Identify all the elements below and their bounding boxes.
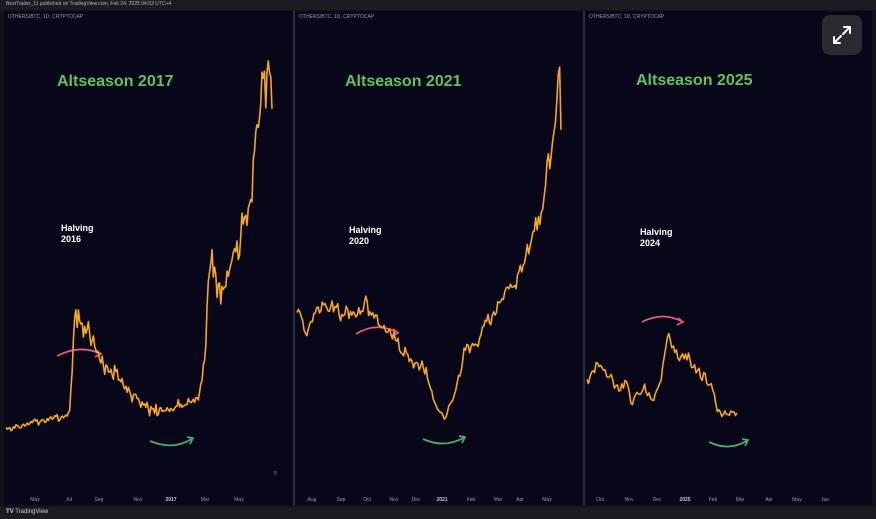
x-tick-label: May bbox=[792, 497, 802, 503]
symbol-label: OTHERS/BTC, 1D, CRYPTOCAP bbox=[589, 14, 665, 20]
x-tick-label: 2025 bbox=[679, 497, 690, 503]
chart-svg: Aug Sep Oct Nov Dec 2021 Feb Mar Apr May bbox=[296, 66, 562, 503]
x-axis-ticks: Oct Nov Dec 2025 Feb Mar Apr May Jun bbox=[596, 497, 829, 503]
pink-arrow bbox=[355, 326, 399, 335]
price-series-line bbox=[586, 332, 738, 418]
price-series-line bbox=[5, 60, 273, 432]
x-tick-label: Mar bbox=[494, 497, 503, 503]
x-axis-ticks: Aug Sep Oct Nov Dec 2021 Feb Mar Apr May bbox=[308, 497, 553, 503]
x-tick-label: 2017 bbox=[165, 497, 176, 503]
expand-button[interactable] bbox=[822, 15, 862, 55]
x-tick-label: Nov bbox=[390, 497, 399, 503]
symbol-label: OTHERS/BTC, 1D, CRYPTOCAP bbox=[299, 14, 375, 20]
green-arrow bbox=[422, 436, 466, 445]
axis-corner-label: 0 bbox=[274, 471, 277, 477]
publish-header: BestTrader_11 published on TradingView.c… bbox=[0, 0, 876, 10]
expand-arrows-icon bbox=[833, 26, 851, 44]
halving-annotation: Halving 2016 bbox=[61, 223, 94, 245]
chart-panel-2025: OTHERS/BTC, 1D, CRYPTOCAP Altseason 2025… bbox=[585, 11, 872, 505]
halving-annotation: Halving 2024 bbox=[640, 227, 673, 249]
x-tick-label: Oct bbox=[596, 497, 604, 503]
x-tick-label: May bbox=[30, 497, 40, 503]
halving-label: Halving bbox=[640, 227, 673, 237]
x-tick-label: Sep bbox=[337, 497, 346, 503]
green-arrow-head bbox=[186, 436, 195, 445]
x-tick-label: Feb bbox=[709, 497, 718, 503]
pink-arrow bbox=[56, 348, 102, 357]
pink-arrow-head bbox=[676, 317, 685, 326]
tradingview-footer: TV TradingView bbox=[0, 507, 876, 519]
x-tick-label: May bbox=[234, 497, 244, 503]
x-tick-label: Apr bbox=[765, 497, 773, 503]
x-tick-label: Aug bbox=[308, 497, 317, 503]
halving-year: 2016 bbox=[61, 234, 82, 244]
panel-divider bbox=[583, 11, 585, 505]
chart-title: Altseason 2021 bbox=[345, 73, 462, 90]
price-series-line bbox=[296, 66, 562, 421]
halving-year: 2024 bbox=[640, 238, 661, 248]
chart-panel-2021: OTHERS/BTC, 1D, CRYPTOCAP Altseason 2021… bbox=[295, 11, 583, 505]
x-tick-label: Jul bbox=[66, 497, 72, 503]
green-arrow-head bbox=[458, 435, 467, 444]
chart-svg: May Jul Sep Nov 2017 Mar May 0 bbox=[5, 60, 277, 503]
tradingview-logo: TV TradingView bbox=[6, 509, 48, 515]
x-tick-label: Dec bbox=[412, 497, 421, 503]
logo-mark: TV bbox=[6, 509, 14, 515]
halving-label: Halving bbox=[61, 223, 94, 233]
x-axis-ticks: May Jul Sep Nov 2017 Mar May bbox=[30, 497, 244, 503]
halving-label: Halving bbox=[349, 225, 382, 235]
chart-title: Altseason 2025 bbox=[636, 72, 753, 89]
halving-year: 2020 bbox=[349, 236, 370, 246]
pink-arrow-head bbox=[94, 349, 103, 358]
x-tick-label: Nov bbox=[625, 497, 634, 503]
x-tick-label: Mar bbox=[201, 497, 210, 503]
chart-panel-2017: OTHERS/BTC, 1D, CRYPTOCAP Altseason 2017… bbox=[4, 11, 293, 505]
x-tick-label: Mar bbox=[736, 497, 745, 503]
x-tick-label: Sep bbox=[95, 497, 104, 503]
brand-name: TradingView bbox=[15, 509, 49, 515]
publish-info: BestTrader_11 published on TradingView.c… bbox=[6, 1, 172, 7]
chart-svg: Oct Nov Dec 2025 Feb Mar Apr May Jun bbox=[586, 315, 829, 503]
x-tick-label: Dec bbox=[653, 497, 662, 503]
x-tick-label: Feb bbox=[467, 497, 476, 503]
x-tick-label: May bbox=[542, 497, 552, 503]
x-tick-label: Jun bbox=[821, 497, 829, 503]
panel-divider bbox=[293, 11, 295, 505]
symbol-label: OTHERS/BTC, 1D, CRYPTOCAP bbox=[8, 14, 84, 20]
chart-title: Altseason 2017 bbox=[57, 73, 174, 90]
x-tick-label: Nov bbox=[134, 497, 143, 503]
x-tick-label: Apr bbox=[516, 497, 524, 503]
green-arrow-head bbox=[741, 438, 750, 447]
green-arrow bbox=[708, 439, 749, 448]
halving-annotation: Halving 2020 bbox=[349, 225, 382, 247]
pink-arrow bbox=[641, 315, 684, 323]
x-tick-label: Oct bbox=[363, 497, 371, 503]
green-arrow bbox=[149, 437, 194, 447]
x-tick-label: 2021 bbox=[436, 497, 447, 503]
